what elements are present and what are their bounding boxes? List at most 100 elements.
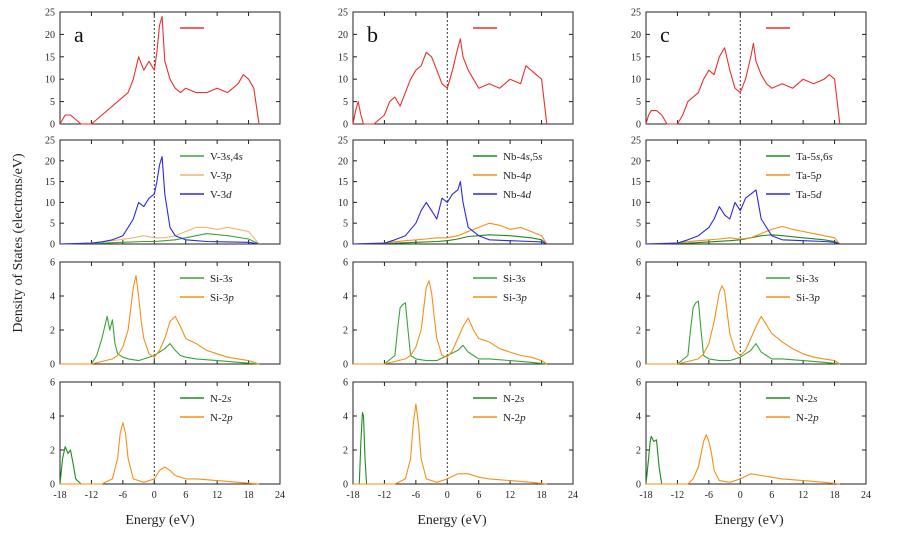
panel-c-si-ytick-label: 4 [636,292,641,303]
panel-c-n-frame [645,381,867,485]
panel-a-metal-ytick-label: 10 [45,198,55,209]
panel-c-tdos-ytick-label: 25 [631,8,641,19]
panel-c-metal-series-ta-5p [645,225,841,245]
panel-b-n-xtick-label: 0 [445,490,450,501]
panel-b-si-frame [352,261,574,365]
panel-c-si-series-si-3s [646,300,840,365]
panel-a-tdos-series-tdos [59,15,260,125]
panel-a-tdos-frame [59,11,281,125]
panel-c-metal-series-ta-5d [645,189,840,245]
panel-a-si-series-si-3p [60,275,260,365]
panel-c-n-series-n-2p [646,434,840,485]
panel-a-metal-ytick-label: 0 [50,240,55,251]
panel-b-n-xtick-label: 6 [476,490,481,501]
panel-b-n-ytick-label: 6 [343,378,348,389]
panel-c-n-xtick-label: -12 [671,490,684,501]
panel-a-n-xtick-label: -6 [119,490,127,501]
panel-c-metal-ytick-label: 0 [636,240,641,251]
panel-a-n-xtick-label: 6 [183,490,188,501]
panel-b-metal-legend-label: Nb-4d [503,189,532,201]
panel-b-n-legend-label: N-2s [503,393,524,405]
panel-b-metal-ytick-label: 5 [343,219,348,230]
panel-b-metal-series-nb-4d [352,181,548,245]
panel-a-si-series-si-3s [60,315,260,365]
panel-b-n-legend-label: N-2p [503,412,526,424]
panel-a-si-ytick-label: 2 [50,326,55,337]
panel-a-tdos: 0 5 10 15 20 25 a [45,8,281,131]
panel-c-n-ytick-label: 0 [636,480,641,491]
panel-b-si: 0 2 4 6 Si-3s Si-3p [343,258,574,371]
x-axis-title-a: Energy (eV) [125,513,195,528]
panel-b-si-ytick-label: 6 [343,258,348,269]
panel-c-metal-series-ta-5s-6s [645,234,841,245]
panel-b-si-series-si-3s [353,302,547,365]
panel-a-metal-ytick-label: 15 [45,177,55,188]
panel-b-n-xtick-label: -18 [346,490,359,501]
panel-c-tdos-frame [645,11,867,125]
panel-a-metal-series-v-3p [59,226,260,245]
panel-letter-a: a [74,22,84,47]
panel-a-n-ytick-label: 4 [50,412,55,423]
panels-group: 0510152025a0510152025V-3s,4sV-3pV-3d0246… [45,8,871,502]
panel-b-metal-series-nb-4p [352,222,548,245]
panel-b-si-series-si-3p [353,280,548,365]
panel-b-tdos-series-tdos [352,38,548,125]
panel-a-tdos-ytick-label: 5 [50,97,55,108]
panel-c-tdos-ytick-label: 10 [631,75,641,86]
panel-a-n-ytick-label: 6 [50,378,55,389]
panel-b-n-xtick-label: -6 [412,490,420,501]
panel-c-metal-legend-label: Ta-5p [796,170,822,182]
x-axis-title-c: Energy (eV) [714,513,784,528]
panel-b-si-legend-label: Si-3p [503,292,527,304]
panel-c-tdos-series-tdos [645,42,841,125]
panel-b-metal-legend-label: Nb-4s,5s [503,151,542,163]
panel-c-si-series-si-3p [646,285,841,365]
panel-a-tdos-ytick-label: 25 [45,8,55,19]
panel-c-si-ytick-label: 0 [636,360,641,371]
panel-b-metal-frame [352,139,574,245]
panel-a-n-ytick-label: 0 [50,480,55,491]
panel-b-metal: 0 5 10 15 20 25 Nb-4s,5s Nb-4p Nb-4d [338,136,574,251]
panel-b-metal-ytick-label: 10 [338,198,348,209]
panel-c-n-xtick-label: 24 [861,490,871,501]
panel-b-metal-ytick-label: 15 [338,177,348,188]
x-axis-title-b: Energy (eV) [417,513,487,528]
panel-a-si-legend-label: Si-3p [210,292,234,304]
panel-c-tdos-ytick-label: 15 [631,52,641,63]
panel-a-metal-legend-label: V-3d [210,189,232,201]
panel-c-n-xtick-label: 0 [738,490,743,501]
panel-c-n-xtick-label: 18 [830,490,840,501]
panel-b-n-series-n-2p [353,403,547,485]
panel-a-tdos-ytick-label: 20 [45,30,55,41]
panel-b-n-ytick-label: 2 [343,446,348,457]
panel-c-metal-frame [645,139,867,245]
panel-a-si-ytick-label: 6 [50,258,55,269]
panel-a-n-xtick-label: -12 [85,490,98,501]
panel-a-metal-legend-label: V-3s,4s [210,151,243,163]
panel-a-tdos-ytick-label: 10 [45,75,55,86]
panel-b-n-xtick-label: -12 [378,490,391,501]
panel-c-si-frame [645,261,867,365]
panel-b-tdos-ytick-label: 25 [338,8,348,19]
panel-a-tdos-ytick-label: 15 [45,52,55,63]
panel-c-metal-ytick-label: 10 [631,198,641,209]
panel-c-metal-ytick-label: 15 [631,177,641,188]
panel-c-n-ytick-label: 2 [636,446,641,457]
panel-b-si-ytick-label: 2 [343,326,348,337]
panel-b-tdos-frame [352,11,574,125]
panel-b-n-frame [352,381,574,485]
panel-letter-b: b [367,22,378,47]
panel-a-n-xtick-label: -18 [53,490,66,501]
panel-c-n-xtick-label: 12 [798,490,808,501]
panel-b-si-ytick-label: 0 [343,360,348,371]
panel-a-tdos-ytick-label: 0 [50,120,55,131]
panel-a-metal-ytick-label: 25 [45,136,55,147]
panel-c-n-series-n-2s [645,435,663,485]
panel-b-metal-legend-label: Nb-4p [503,170,532,182]
panel-b-n-ytick-label: 0 [343,480,348,491]
panel-b-tdos-ytick-label: 20 [338,30,348,41]
